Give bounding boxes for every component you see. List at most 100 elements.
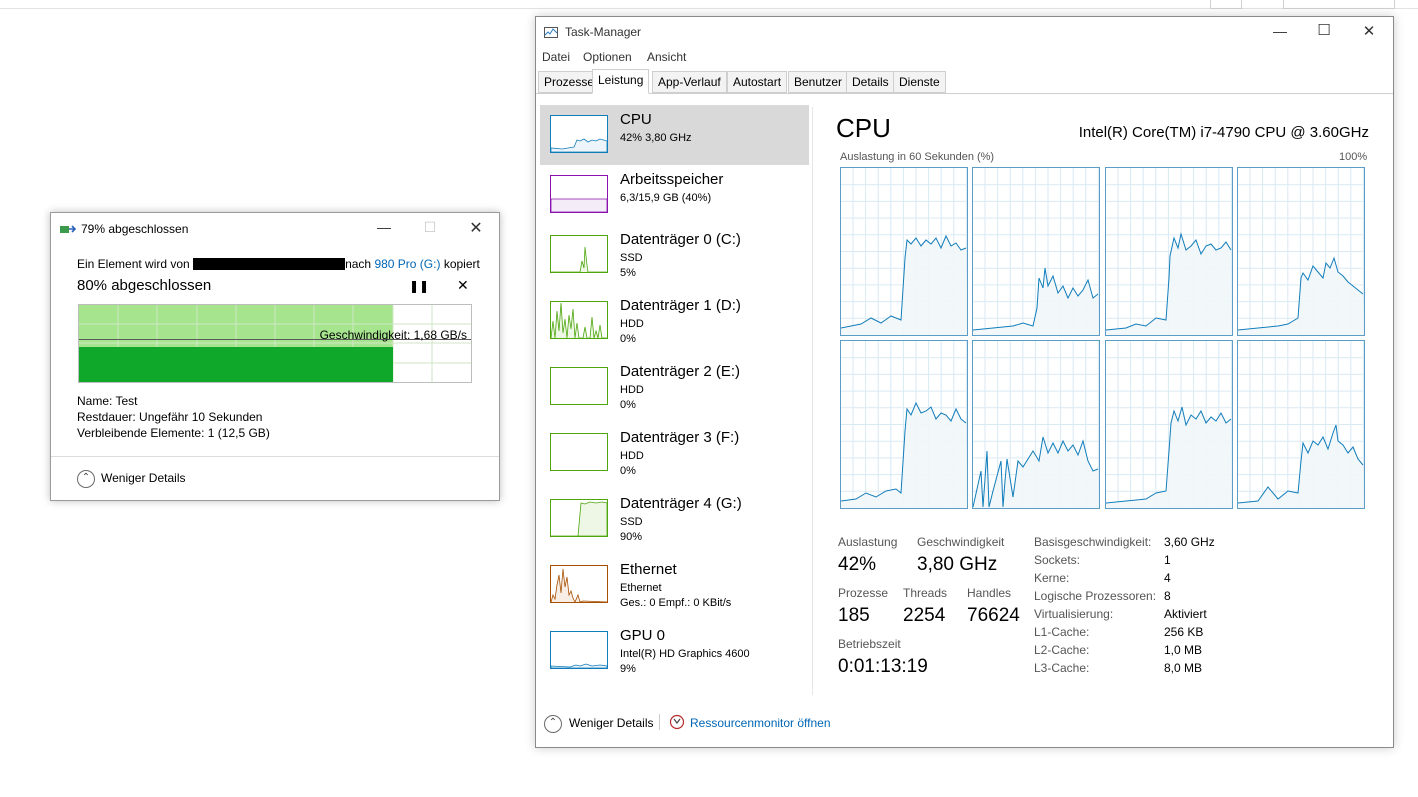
sidebar-item-disk1[interactable]: Datenträger 1 (D:) HDD 0% [540,291,809,351]
tab-benutzer[interactable]: Benutzer [788,71,849,93]
items-value: 1 (12,5 GB) [207,426,270,440]
background-button [1283,0,1395,9]
redacted-source [193,258,346,270]
menu-ansicht[interactable]: Ansicht [647,50,687,64]
util-label: Auslastung [838,535,898,549]
graph-label: Auslastung in 60 Sekunden (%) [840,151,995,163]
sidebar-item-disk4[interactable]: Datenträger 4 (G:) SSD 90% [540,489,809,549]
sidebar-disk2-usage: 0% [620,399,636,411]
close-button[interactable]: ✕ [469,220,483,237]
sidebar-item-disk0[interactable]: Datenträger 0 (C:) SSD 5% [540,225,809,285]
sidebar-item-ethernet[interactable]: Ethernet Ethernet Ges.: 0 Empf.: 0 KBit/… [540,555,809,615]
chevron-up-icon[interactable]: ⌃ [544,715,562,733]
items-label: Verbleibende Elemente: [77,426,205,440]
ethernet-thumbnail-graph [550,565,608,603]
threads-label: Threads [903,586,948,600]
threads-value: 2254 [903,605,946,626]
sidebar-disk4-name: Datenträger 4 (G:) [620,495,742,512]
sidebar-item-disk2[interactable]: Datenträger 2 (E:) HDD 0% [540,357,809,417]
handles-value: 76624 [967,605,1020,626]
detail-value: 1,0 MB [1164,643,1203,657]
copy-icon [60,225,76,233]
sidebar-item-disk3[interactable]: Datenträger 3 (F:) HDD 0% [540,423,809,483]
sidebar-disk2-name: Datenträger 2 (E:) [620,363,741,380]
detail-key: Basisgeschwindigkeit: [1034,535,1152,549]
copy-prefix: Ein Element wird von [77,257,190,271]
tab-autostart[interactable]: Autostart [727,71,788,93]
maximize-button: ☐ [423,219,437,235]
detail-value: 1 [1164,553,1171,567]
disk4-thumbnail-graph [550,499,608,537]
name-value: Test [115,394,138,408]
close-button[interactable]: ✕ [1362,23,1376,40]
sidebar-cpu-detail: 42% 3,80 GHz [620,132,692,144]
speed-value: 3,80 GHz [917,554,998,575]
sidebar-disk0-name: Datenträger 0 (C:) [620,231,741,248]
remaining-value: Ungefähr 10 Sekunden [139,410,263,424]
less-details-button[interactable]: Weniger Details [101,471,186,485]
gpu-thumbnail-graph [550,631,608,669]
sidebar-disk3-name: Datenträger 3 (F:) [620,429,740,446]
items-row: Verbleibende Elemente: 1 (12,5 GB) [77,426,270,440]
processes-value: 185 [838,605,870,626]
sidebar-disk4-type: SSD [620,516,643,528]
cpu-core-graph [840,340,968,509]
chevron-up-icon[interactable]: ⌃ [77,470,95,488]
resource-monitor-link[interactable]: Ressourcenmonitor öffnen [690,716,831,730]
cpu-thumbnail-graph [550,115,608,153]
sidebar-disk1-usage: 0% [620,333,636,345]
destination-link[interactable]: 980 Pro (G:) [374,257,441,271]
window-title: Task-Manager [565,25,642,39]
detail-value: 8 [1164,589,1171,603]
cpu-heading: CPU [836,113,891,143]
sidebar-item-cpu[interactable]: CPU 42% 3,80 GHz [540,105,809,165]
name-row: Name: Test [77,394,137,408]
sidebar-memory-detail: 6,3/15,9 GB (40%) [620,192,712,204]
task-manager-icon [544,27,558,38]
maximize-button[interactable]: ☐ [1317,22,1331,39]
speed-label: Geschwindigkeit: 1,68 GB/s [319,328,467,342]
detail-key: L3-Cache: [1034,661,1090,675]
tab-bar: Prozesse Leistung App-Verlauf Autostart … [536,69,1393,94]
sidebar-item-gpu[interactable]: GPU 0 Intel(R) HD Graphics 4600 9% [540,621,809,681]
tab-prozesse[interactable]: Prozesse [538,71,601,93]
sidebar-disk3-type: HDD [620,450,644,462]
copy-mid: nach [345,257,372,271]
copy-description: Ein Element wird von nach 980 Pro (G:) k… [77,257,480,271]
stop-copy-icon[interactable]: ✕ [457,277,469,293]
background-window-edge [0,8,1418,9]
sidebar-gpu-usage: 9% [620,663,636,675]
sidebar-disk1-name: Datenträger 1 (D:) [620,297,741,314]
speed-line [79,339,471,340]
sidebar-gpu-name: GPU 0 [620,627,666,644]
cpu-core-graph [1105,167,1233,336]
remaining-row: Restdauer: Ungefähr 10 Sekunden [77,410,262,424]
cpu-core-graph [840,167,968,336]
handles-label: Handles [967,586,1012,600]
detail-value: 256 KB [1164,625,1204,639]
graph-max-label: 100% [1339,151,1368,163]
processes-label: Prozesse [838,586,889,600]
sidebar-item-memory[interactable]: Arbeitsspeicher 6,3/15,9 GB (40%) [540,165,809,225]
task-manager-window: Task-Manager — ☐ ✕ Datei Optionen Ansich… [535,16,1394,748]
uptime-value: 0:01:13:19 [838,656,928,677]
detail-key: Logische Prozessoren: [1034,589,1157,603]
pause-icon[interactable]: ❚❚ [409,279,430,293]
detail-key: L2-Cache: [1034,643,1090,657]
tab-dienste[interactable]: Dienste [893,71,946,93]
tab-leistung[interactable]: Leistung [592,69,650,94]
cpu-core-graph [1237,340,1365,509]
menu-optionen[interactable]: Optionen [583,50,632,64]
minimize-button[interactable]: — [1273,23,1287,39]
less-details-button[interactable]: Weniger Details [569,716,654,730]
menu-datei[interactable]: Datei [542,50,571,64]
tab-app-verlauf[interactable]: App-Verlauf [652,71,727,93]
tab-details[interactable]: Details [846,71,895,93]
sidebar-ethernet-type: Ethernet [620,582,662,594]
minimize-button[interactable]: — [377,219,391,235]
detail-key: Virtualisierung: [1034,607,1114,621]
uptime-label: Betriebszeit [838,637,901,651]
copy-suffix: kopiert [443,257,480,271]
sidebar-ethernet-name: Ethernet [620,561,677,578]
sidebar-disk3-usage: 0% [620,465,636,477]
